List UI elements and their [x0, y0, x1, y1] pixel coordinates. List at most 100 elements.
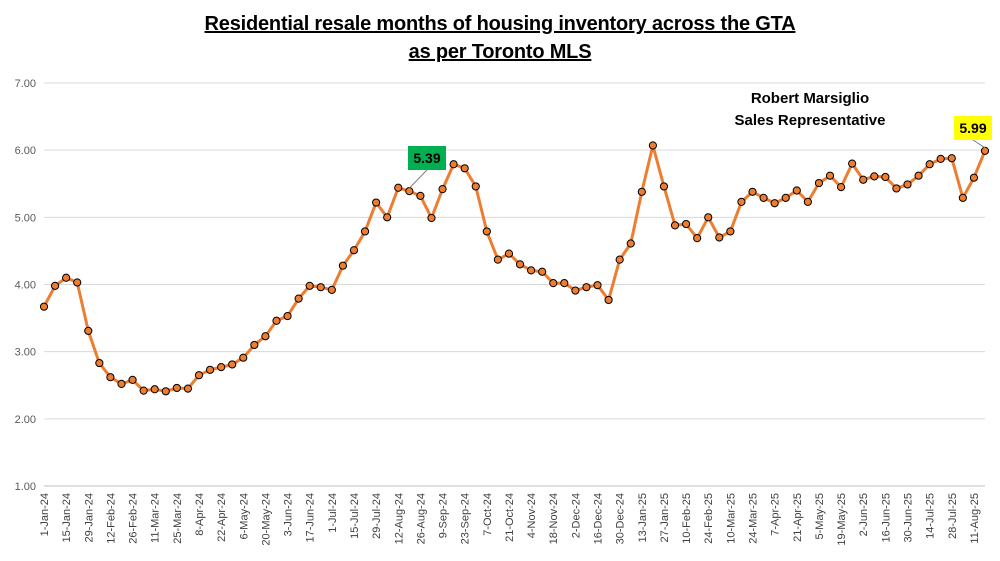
data-point [814, 178, 824, 188]
data-point [305, 281, 314, 290]
x-tick-label: 26-Aug-24 [415, 493, 427, 544]
x-tick-label: 21-Oct-24 [504, 493, 516, 542]
x-tick-label: 24-Feb-25 [703, 493, 715, 544]
x-tick-label: 22-Apr-24 [216, 493, 228, 542]
data-point [571, 286, 580, 295]
data-point [205, 365, 215, 374]
data-point [338, 261, 348, 270]
data-point [825, 171, 835, 180]
data-point [106, 373, 115, 382]
data-point [482, 227, 491, 236]
data-point [372, 198, 381, 207]
data-point [670, 221, 680, 230]
data-point [316, 283, 325, 292]
data-point [715, 233, 724, 242]
x-tick-label: 16-Dec-24 [593, 493, 605, 544]
chart-title-line1: Residential resale months of housing inv… [204, 13, 796, 35]
data-point [294, 294, 303, 303]
x-tick-label: 5-May-25 [814, 493, 826, 539]
x-tick-label: 2-Jun-25 [858, 493, 870, 536]
data-point [84, 326, 93, 335]
data-point [504, 249, 514, 258]
data-point [73, 278, 82, 287]
data-point [438, 185, 447, 194]
data-point [936, 154, 945, 163]
data-point [659, 182, 669, 191]
x-tick-label: 29-Jul-24 [371, 493, 383, 539]
data-point [383, 213, 392, 222]
x-tick-label: 8-Apr-24 [194, 493, 206, 536]
data-point [892, 184, 901, 193]
data-point [969, 173, 979, 182]
gridlines [44, 82, 985, 420]
x-tick-label: 12-Feb-24 [105, 493, 117, 544]
data-point [228, 360, 237, 369]
data-point [859, 175, 868, 184]
y-tick-label: 3.00 [15, 347, 36, 359]
data-point [925, 160, 934, 169]
y-tick-label: 4.00 [15, 280, 36, 292]
data-point [194, 371, 204, 380]
data-point [803, 197, 812, 206]
x-tick-label: 4-Nov-24 [526, 493, 538, 538]
data-point [549, 279, 558, 288]
data-point [349, 246, 359, 255]
x-tick-label: 19-May-25 [836, 493, 848, 546]
x-tick-label: 10-Feb-25 [681, 493, 693, 544]
x-tick-label: 27-Jan-25 [659, 493, 671, 543]
y-axis-ticks: 1.00 2.00 3.00 4.00 5.00 6.00 7.00 [15, 78, 36, 493]
data-point [748, 187, 757, 196]
data-point [150, 385, 159, 394]
callout-box [408, 146, 446, 170]
callout-green: 5.39 [408, 146, 446, 189]
x-axis-ticks: 1-Jan-24 15-Jan-24 29-Jan-24 12-Feb-24 26-Fe… [39, 493, 981, 546]
data-point [626, 239, 635, 248]
data-point [693, 234, 702, 243]
callout-box [954, 116, 992, 140]
x-tick-label: 11-Aug-25 [969, 493, 981, 544]
data-point [405, 187, 414, 196]
data-point [792, 186, 801, 195]
data-point [161, 387, 170, 396]
data-point [62, 273, 71, 282]
x-tick-label: 16-Jun-25 [880, 493, 892, 543]
data-point [449, 160, 458, 169]
data-point [593, 281, 602, 290]
data-point [527, 266, 536, 275]
credit-name: Robert Marsiglio [750, 90, 870, 107]
x-tick-label: 26-Feb-24 [128, 493, 140, 544]
chart-title-line2: as per Toronto MLS [408, 41, 592, 63]
data-point [250, 340, 259, 350]
callout-label: 5.99 [959, 120, 986, 136]
data-point [648, 141, 657, 150]
data-point [958, 193, 967, 202]
data-point [261, 332, 270, 341]
data-point [903, 180, 912, 189]
data-point [604, 295, 613, 305]
data-point [471, 182, 480, 191]
x-tick-label: 28-Jul-25 [947, 493, 959, 539]
data-point [172, 383, 181, 393]
data-point [217, 363, 226, 372]
x-tick-label: 18-Nov-24 [548, 493, 560, 544]
credit-role: Sales Representative [734, 112, 886, 129]
data-point [360, 227, 370, 236]
data-point [681, 219, 691, 229]
x-tick-label: 24-Mar-25 [748, 493, 760, 544]
x-tick-label: 21-Apr-25 [792, 493, 804, 542]
x-tick-label: 23-Sep-24 [460, 493, 472, 544]
data-point [139, 386, 148, 395]
x-tick-label: 29-Jan-24 [83, 493, 95, 543]
data-point [50, 281, 60, 290]
data-point [117, 379, 126, 389]
data-point [848, 159, 857, 168]
series-line [42, 143, 987, 393]
data-point [327, 285, 336, 294]
x-tick-label: 15-Jul-24 [349, 493, 361, 539]
data-point [726, 227, 735, 236]
callout-leader [972, 139, 986, 149]
x-tick-label: 6-May-24 [238, 493, 250, 539]
data-point [737, 197, 746, 206]
data-point [781, 193, 790, 202]
x-tick-label: 30-Jun-25 [903, 493, 915, 543]
